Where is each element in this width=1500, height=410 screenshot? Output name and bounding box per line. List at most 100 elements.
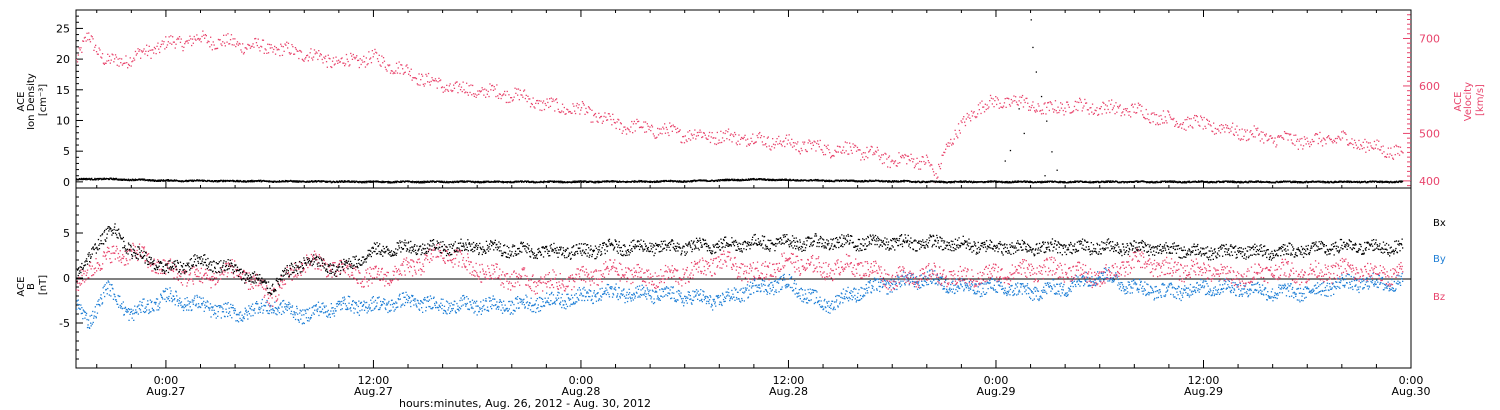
velocity-point (225, 34, 227, 36)
velocity-point (1312, 140, 1314, 143)
density-point (764, 179, 766, 181)
velocity-point (166, 44, 169, 46)
velocity-point (801, 149, 803, 152)
density-point (1092, 182, 1094, 184)
legend-by: By (1433, 254, 1446, 265)
legend-bz: Bz (1433, 292, 1445, 303)
density-point (1154, 181, 1156, 183)
density-point (772, 179, 774, 181)
velocity-point (560, 111, 562, 114)
velocity-point (708, 135, 710, 137)
velocity-point (811, 142, 814, 144)
density-point (989, 180, 992, 182)
density-point (1371, 181, 1373, 183)
velocity-point (302, 59, 304, 61)
velocity-point (739, 143, 741, 145)
density-point (411, 181, 413, 183)
velocity-point (1075, 108, 1077, 111)
density-point (224, 180, 226, 182)
by-point (111, 284, 113, 286)
velocity-point (312, 59, 314, 61)
density-point (260, 179, 262, 181)
density-point (76, 178, 78, 180)
velocity-point (1117, 107, 1120, 109)
velocity-point (1379, 149, 1381, 151)
velocity-point (1289, 134, 1291, 136)
velocity-point (1301, 137, 1303, 140)
velocity-point (334, 63, 336, 65)
velocity-point (278, 49, 280, 51)
density-point (1108, 180, 1110, 182)
velocity-point (1051, 103, 1053, 106)
density-point (809, 180, 811, 182)
density-point (351, 180, 353, 182)
velocity-point (588, 107, 590, 109)
density-point (159, 179, 161, 182)
velocity-point (1034, 111, 1037, 113)
velocity-point (1219, 132, 1222, 134)
velocity-point (466, 91, 469, 94)
velocity-point (1066, 101, 1068, 103)
velocity-point (859, 149, 861, 151)
velocity-point (296, 50, 298, 52)
velocity-point (1053, 111, 1055, 113)
velocity-point (574, 110, 576, 112)
density-point (799, 179, 801, 181)
density-point (1048, 181, 1050, 183)
density-point (1040, 181, 1042, 183)
velocity-point (95, 51, 98, 53)
velocity-point (1390, 147, 1392, 149)
density-point (1146, 182, 1148, 184)
density-point (1178, 181, 1180, 184)
density-point (845, 180, 847, 182)
velocity-point (403, 72, 405, 74)
velocity-point (131, 61, 133, 63)
density-point (899, 181, 901, 183)
by-point (127, 311, 129, 313)
velocity-point (992, 98, 994, 100)
velocity-point (433, 80, 435, 82)
velocity-point (1055, 110, 1057, 112)
velocity-point (1266, 140, 1268, 142)
velocity-point (580, 107, 583, 109)
velocity-point (1100, 106, 1102, 108)
density-point (1006, 182, 1009, 184)
velocity-point (554, 110, 556, 112)
density-point (651, 181, 653, 183)
density-point (330, 180, 332, 183)
density-point (667, 180, 670, 182)
velocity-point (214, 48, 216, 50)
velocity-point (1078, 101, 1080, 104)
density-point (596, 180, 599, 182)
velocity-point (561, 110, 563, 112)
by-point (80, 312, 82, 315)
density-point (514, 181, 517, 183)
velocity-point (766, 146, 768, 148)
density-point (365, 180, 367, 182)
velocity-point (1009, 105, 1012, 107)
velocity-point (1361, 148, 1363, 150)
velocity-point (1155, 123, 1157, 126)
velocity-point (120, 62, 122, 64)
velocity-point (587, 112, 589, 114)
velocity-point (456, 81, 458, 83)
velocity-point (1210, 125, 1212, 127)
density-point (1077, 180, 1079, 182)
velocity-point (1394, 154, 1396, 156)
density-point (466, 181, 468, 183)
velocity-point (530, 102, 533, 105)
velocity-point (172, 36, 174, 38)
density-point (868, 180, 870, 182)
density-point (1379, 181, 1381, 184)
velocity-point (232, 38, 234, 40)
density-point (461, 180, 463, 182)
velocity-point (925, 162, 927, 164)
velocity-point (1339, 138, 1341, 140)
velocity-point (1341, 131, 1343, 133)
density-point (982, 181, 984, 183)
velocity-point (753, 142, 755, 145)
density-point (1052, 180, 1054, 183)
velocity-point (1273, 140, 1275, 142)
x-tick-date-label: Aug.27 (354, 385, 393, 398)
velocity-point (980, 112, 982, 115)
